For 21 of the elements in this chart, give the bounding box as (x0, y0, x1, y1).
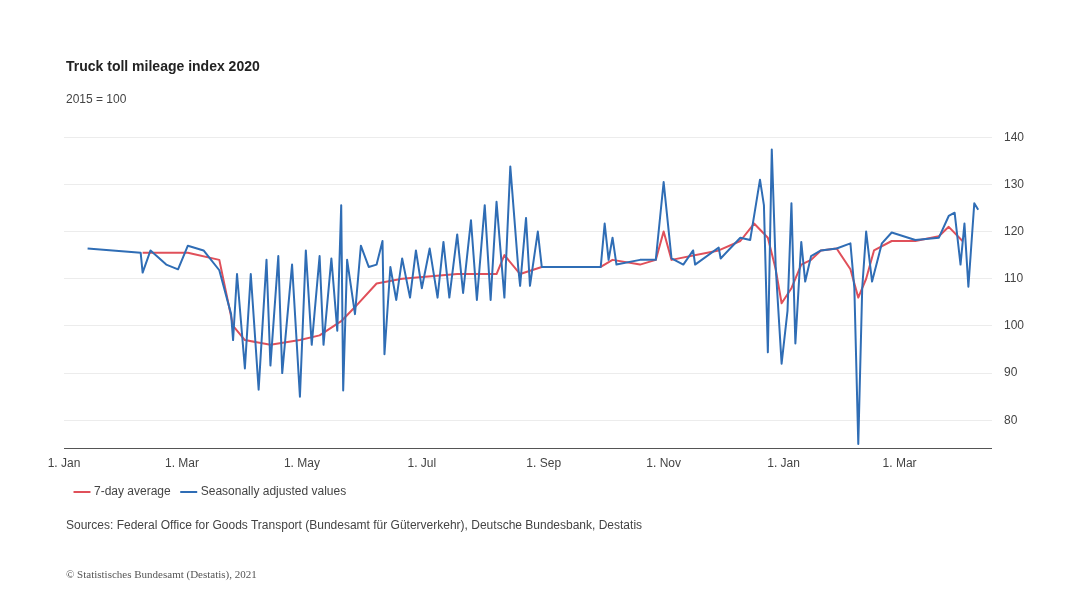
x-tick-label: 1. Nov (646, 456, 681, 471)
y-tick-label: 110 (1003, 271, 1024, 286)
y-tick-label: 90 (1003, 365, 1018, 380)
x-tick-label: 1. Jul (407, 456, 437, 471)
x-tick-label: 1. May (283, 456, 320, 471)
x-tick-label: 1. Mar (164, 456, 199, 471)
y-tick-label: 80 (1003, 412, 1018, 427)
x-tick-label: 1. Sep (526, 456, 562, 471)
y-tick-label: 130 (1003, 176, 1025, 191)
legend-label: Seasonally adjusted values (200, 484, 347, 499)
chart-title: Truck toll mileage index 2020 (66, 58, 260, 74)
y-tick-label: 120 (1003, 223, 1025, 238)
chart-subtitle: 2015 = 100 (66, 92, 127, 106)
text: © Statistisches Bundesamt (Destatis), 2021 (66, 568, 257, 580)
x-tick-label: 1. Jan (47, 456, 81, 471)
y-tick-label: 100 (1003, 318, 1025, 333)
x-tick-label: 1. Jan (767, 456, 800, 471)
y-tick-label: 140 (1003, 129, 1025, 144)
source-note: Sources: Federal Office for Goods Transport (Bundesamt für Güterverkehr), Deutsche Bundesbank, Destatis (66, 518, 643, 532)
legend-label: 7-day average (94, 484, 172, 499)
x-tick-label: 1. Mar (882, 456, 917, 471)
